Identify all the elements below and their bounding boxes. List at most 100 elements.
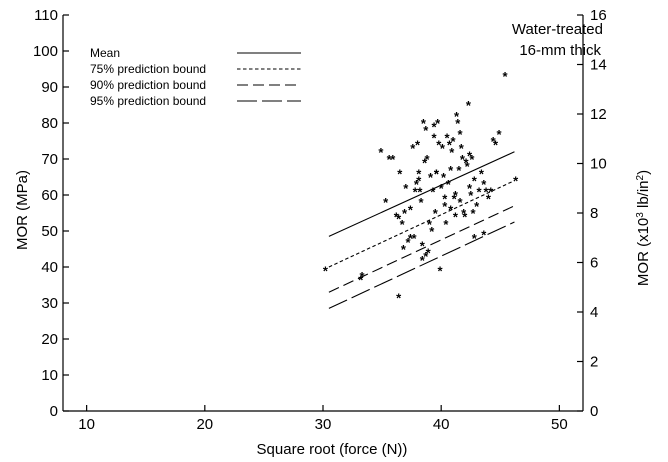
data-point: * [474,199,480,214]
data-point: * [406,235,412,250]
data-point: * [466,98,472,113]
data-point: * [491,134,497,149]
data-points: ****************************************… [323,69,519,305]
data-point: * [454,109,460,124]
data-point: * [467,148,473,163]
data-point: * [455,116,461,131]
data-point: * [468,188,474,203]
data-point: * [420,253,426,268]
data-point: * [416,166,422,181]
y-tick-label-left: 30 [41,295,58,312]
data-point: * [465,159,471,174]
y-axis-title-right-a: MOR (x10 [635,218,652,286]
y-tick-label-right: 10 [590,156,607,173]
data-point: * [413,184,419,199]
ticks: 10 20 30 40 50 0 10 20 30 40 50 60 70 80 90 100 110 0 2 4 6 8… [33,7,607,433]
y-tick-label-left: 70 [41,151,58,168]
data-point: * [434,166,440,181]
data-point: * [461,206,467,221]
data-point: * [481,228,487,243]
data-point: * [432,120,438,135]
y-axis-title-right-sup2: 2 [635,174,646,180]
y-tick-label-right: 2 [590,354,598,371]
data-point: * [481,177,487,192]
x-tick-label: 20 [196,416,213,433]
series-line-3 [328,221,515,309]
data-point: * [453,188,459,203]
data-point: * [424,152,430,167]
data-point: * [416,174,422,189]
data-point: * [415,138,421,153]
data-point: * [397,166,403,181]
data-point: * [463,156,469,171]
data-point: * [439,181,445,196]
y-tick-label-right: 16 [590,7,607,24]
y-tick-label-left: 110 [34,7,58,24]
data-point: * [427,217,433,232]
data-point: * [458,127,464,142]
x-tick-label: 50 [551,416,568,433]
data-point: * [387,152,393,167]
legend: Mean 75% prediction bound 90% prediction b… [90,46,301,108]
data-point: * [402,206,408,221]
y-tick-label-left: 100 [33,43,58,60]
data-point: * [446,177,452,192]
x-tick-label: 30 [315,416,332,433]
series-lines [328,151,515,309]
data-point: * [449,145,455,160]
y-tick-label-left: 10 [41,367,58,384]
y-tick-label-left: 20 [41,331,58,348]
data-point: * [462,210,468,225]
data-point: * [403,181,409,196]
data-point: * [396,211,402,226]
data-point: * [378,145,384,160]
data-point: * [411,231,417,246]
y-tick-label-left: 90 [41,79,58,96]
data-point: * [459,141,465,156]
annotation-line-2: 16-mm thick [519,42,601,59]
data-point: * [445,130,451,145]
data-point: * [440,141,446,156]
data-point: * [476,184,482,199]
y-axis-title-left: MOR (MPa) [14,170,31,250]
data-point: * [456,163,462,178]
data-point: * [471,206,477,221]
data-point: * [401,242,407,257]
data-point: * [437,264,443,279]
series-line-0 [328,151,515,237]
data-point: * [460,152,466,167]
x-tick-label: 40 [433,416,450,433]
data-point: * [414,177,420,192]
data-point: * [419,195,425,210]
data-point: * [408,202,414,217]
data-point: * [448,163,454,178]
data-point: * [396,291,402,306]
x-tick-label: 10 [78,416,95,433]
series-line-1 [328,180,515,268]
data-point: * [421,116,427,131]
y-tick-label-right: 8 [590,205,598,222]
data-point: * [442,199,448,214]
data-point: * [435,116,441,131]
y-tick-label-right: 4 [590,304,598,321]
legend-label-2: 90% prediction bound [90,78,206,92]
annotation-line-1: Water-treated [512,21,603,38]
data-point: * [394,210,400,225]
data-point: * [400,217,406,232]
data-point: * [486,192,492,207]
data-point: * [479,166,485,181]
data-point: * [442,192,448,207]
data-point: * [502,69,508,84]
data-point: * [417,184,423,199]
data-point: * [467,181,473,196]
legend-label-1: 75% prediction bound [90,62,206,76]
data-point: * [430,184,436,199]
y-tick-label-left: 40 [41,259,58,276]
y-tick-label-right: 6 [590,255,598,272]
data-point: * [443,217,449,232]
data-point: * [436,138,442,153]
data-point: * [448,202,454,217]
data-point: * [484,184,490,199]
y-axis-title-right-sup1: 3 [635,212,646,218]
y-tick-label-right: 0 [590,403,598,420]
